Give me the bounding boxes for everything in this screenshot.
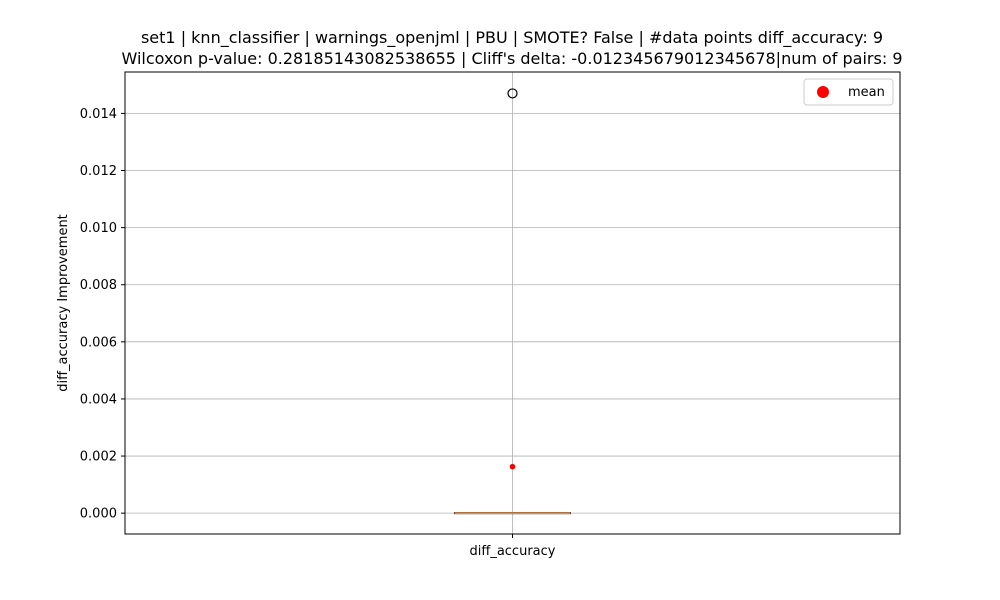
y-tick-label: 0.010	[80, 221, 117, 236]
y-tick-label: 0.014	[80, 107, 117, 122]
grid-layer	[125, 72, 900, 534]
legend-mean-marker	[817, 86, 829, 98]
chart-title-line-2: Wilcoxon p-value: 0.28185143082538655 | …	[121, 49, 902, 68]
chart-title-line-1: set1 | knn_classifier | warnings_openjml…	[141, 28, 883, 48]
legend: mean	[803, 78, 894, 106]
legend-mean-label: mean	[848, 85, 885, 100]
y-tick-label: 0.004	[80, 392, 117, 407]
y-axis: 0.000 0.002 0.004 0.006 0.008 0.010 0.012 0.014	[80, 107, 125, 522]
mean-point	[509, 463, 516, 470]
y-tick-label: 0.008	[80, 278, 117, 293]
box-layer	[454, 88, 571, 515]
plot-frame	[124, 71, 901, 535]
y-axis-label: diff_accuracy Improvement	[56, 214, 71, 392]
x-axis: diff_accuracy	[470, 534, 556, 559]
x-tick-label: diff_accuracy	[470, 544, 556, 559]
y-tick-label: 0.002	[80, 450, 117, 465]
y-tick-label: 0.012	[80, 164, 117, 179]
legend-frame	[803, 78, 894, 106]
y-tick-label: 0.006	[80, 335, 117, 350]
y-tick-label: 0.000	[80, 507, 117, 522]
outlier-point	[507, 88, 518, 99]
